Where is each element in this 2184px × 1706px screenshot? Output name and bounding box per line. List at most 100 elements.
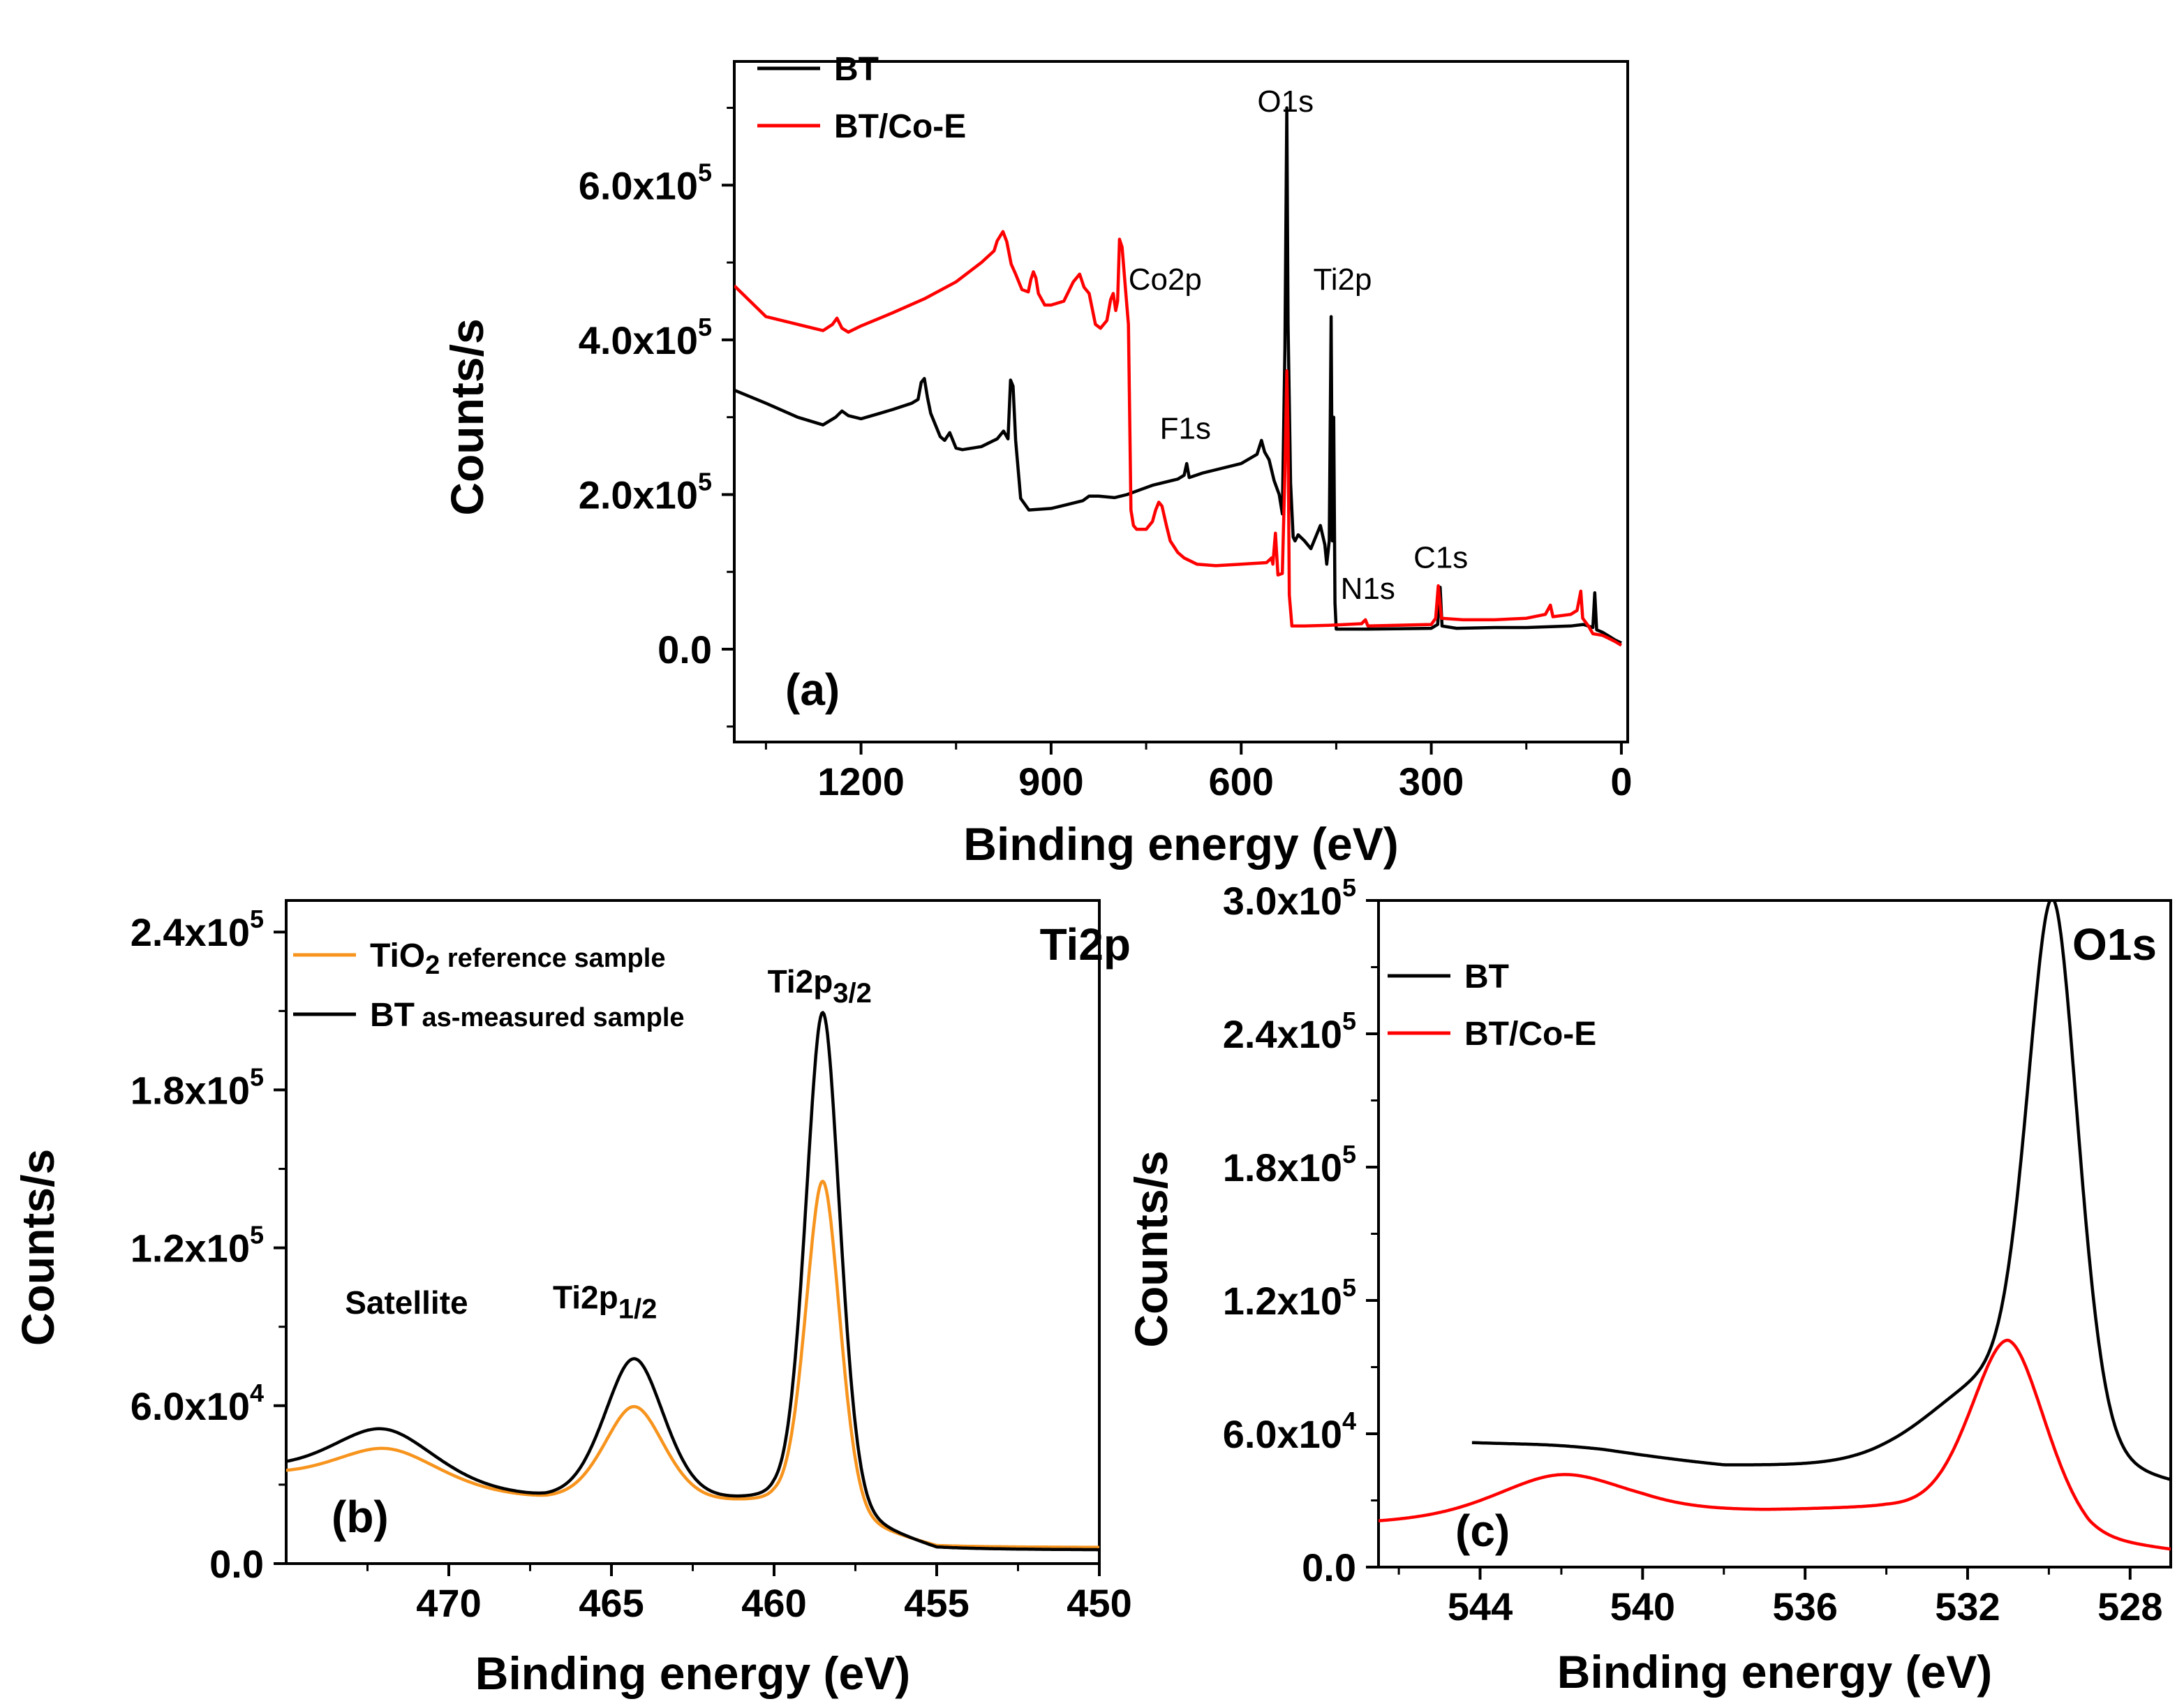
panel-label: (a) (785, 665, 840, 715)
x-tick-label: 450 (1067, 1581, 1131, 1625)
y-tick-mantissa: 6.0x10 (131, 1384, 250, 1428)
series-line-bt (1471, 900, 2171, 1481)
x-tick-label: 0 (1610, 759, 1632, 803)
legend-label: BT/Co-E (1464, 1016, 1596, 1053)
y-tick-label: 1.2x105 (131, 1221, 264, 1270)
legend-main: BT (370, 997, 415, 1034)
x-axis-title: Binding energy (eV) (475, 1647, 910, 1699)
corner-label: Ti2p (1040, 919, 1131, 970)
series-line-bt-co-e (734, 230, 1623, 647)
y-tick-label: 6.0x104 (131, 1379, 264, 1428)
annotation-subscript: 3/2 (833, 978, 872, 1009)
annotation-text: N1s (1341, 572, 1395, 606)
y-tick-mantissa: 1.2x10 (1223, 1279, 1342, 1323)
annotation-text: Ti2p (553, 1279, 618, 1315)
y-tick-exponent: 5 (1342, 1273, 1356, 1302)
y-tick-mantissa: 0.0 (209, 1542, 264, 1586)
annotation-text: O1s (1257, 84, 1314, 119)
y-tick-label: 6.0x104 (1223, 1407, 1356, 1456)
peak-annotation: Ti2p (1314, 262, 1372, 297)
series-line-bt-co-e (1379, 1338, 2171, 1551)
legend-label: BT (1464, 958, 1509, 995)
x-axis-title: Binding energy (eV) (1557, 1646, 1992, 1698)
corner-label: O1s (2072, 919, 2157, 970)
x-tick-label: 528 (2097, 1585, 2162, 1629)
y-tick-exponent: 4 (1342, 1407, 1356, 1435)
panel-label: (b) (332, 1492, 389, 1542)
y-tick-label: 3.0x105 (1223, 873, 1356, 923)
y-tick-exponent: 5 (250, 1221, 264, 1249)
annotation-text: F1s (1160, 412, 1211, 446)
peak-annotation: Co2p (1129, 262, 1202, 297)
legend-desc: as-measured sample (415, 1003, 685, 1032)
y-tick-mantissa: 2.0x10 (579, 473, 698, 517)
series-line-bt (734, 106, 1622, 645)
legend-sub: 2 (425, 951, 440, 980)
plot-frame (1377, 899, 2172, 1568)
y-tick-mantissa: 3.0x10 (1223, 879, 1342, 923)
y-tick-exponent: 5 (698, 313, 712, 341)
y-tick-label: 6.0x105 (579, 158, 712, 207)
x-tick-label: 532 (1935, 1585, 2000, 1629)
y-tick-exponent: 5 (698, 158, 712, 186)
y-tick-exponent: 5 (250, 905, 264, 933)
y-tick-label: 2.4x105 (1223, 1007, 1356, 1056)
y-tick-mantissa: 2.4x10 (1223, 1012, 1342, 1056)
peak-annotation: F1s (1160, 412, 1211, 446)
peak-annotation: N1s (1341, 572, 1395, 606)
y-axis-title: Counts/s (441, 318, 493, 515)
x-tick-label: 600 (1209, 759, 1274, 803)
y-tick-exponent: 4 (250, 1379, 264, 1407)
y-tick-mantissa: 6.0x10 (1223, 1412, 1342, 1456)
legend-label: BT (834, 51, 879, 88)
y-tick-label: 1.8x105 (1223, 1140, 1356, 1189)
x-tick-label: 470 (416, 1581, 481, 1625)
series-line-bt-as-measured-sample (286, 1011, 1099, 1552)
y-tick-label: 2.4x105 (131, 905, 264, 954)
annotation-text: Co2p (1129, 262, 1202, 297)
series-group (286, 1011, 1099, 1552)
x-axis-title: Binding energy (eV) (963, 818, 1398, 870)
y-axis-title: Counts/s (1125, 1150, 1177, 1347)
peak-annotation: Ti2p1/2 (553, 1279, 657, 1324)
y-tick-mantissa: 6.0x10 (579, 163, 698, 207)
y-tick-label: 2.0x105 (579, 467, 712, 517)
x-tick-label: 544 (1448, 1585, 1513, 1629)
peak-annotation: O1s (1257, 84, 1314, 119)
legend-main: TiO (370, 937, 425, 974)
y-tick-label: 0.0 (209, 1542, 264, 1586)
legend-label: TiO2 reference sample (370, 937, 665, 980)
panel-label: (c) (1455, 1506, 1510, 1556)
legend-desc: reference sample (440, 944, 665, 973)
x-tick-label: 540 (1610, 1585, 1675, 1629)
x-tick-label: 1200 (817, 759, 905, 803)
y-tick-mantissa: 0.0 (658, 628, 712, 672)
y-tick-label: 0.0 (1302, 1545, 1356, 1589)
x-tick-label: 465 (579, 1581, 644, 1625)
panel-a: 1200 900 600 300 00.02.0x1054.0x1056.0x105Bi… (441, 51, 1633, 870)
y-tick-mantissa: 4.0x10 (579, 318, 698, 362)
y-tick-exponent: 5 (698, 467, 712, 496)
annotation-subscript: 1/2 (618, 1293, 658, 1324)
x-tick-label: 900 (1018, 759, 1083, 803)
y-tick-exponent: 5 (1342, 1007, 1356, 1035)
y-tick-label: 0.0 (658, 628, 712, 672)
legend-label: BT as-measured sample (370, 997, 685, 1034)
series-group (1379, 900, 2171, 1551)
y-tick-exponent: 5 (1342, 873, 1356, 902)
series-line-tio2-reference-sample (286, 1180, 1099, 1549)
x-tick-label: 455 (904, 1581, 969, 1625)
y-tick-exponent: 5 (250, 1062, 264, 1091)
annotation-text: Ti2p (768, 963, 833, 1000)
y-tick-label: 1.8x105 (131, 1062, 264, 1112)
series-group (734, 106, 1623, 647)
peak-annotation: Satellite (345, 1284, 468, 1321)
y-tick-exponent: 5 (1342, 1140, 1356, 1169)
y-tick-mantissa: 2.4x10 (131, 910, 250, 954)
y-tick-label: 4.0x105 (579, 313, 712, 362)
annotation-text: Ti2p (1314, 262, 1372, 297)
y-axis-title: Counts/s (12, 1149, 64, 1346)
y-tick-mantissa: 1.2x10 (131, 1226, 250, 1270)
x-tick-label: 460 (741, 1581, 806, 1625)
